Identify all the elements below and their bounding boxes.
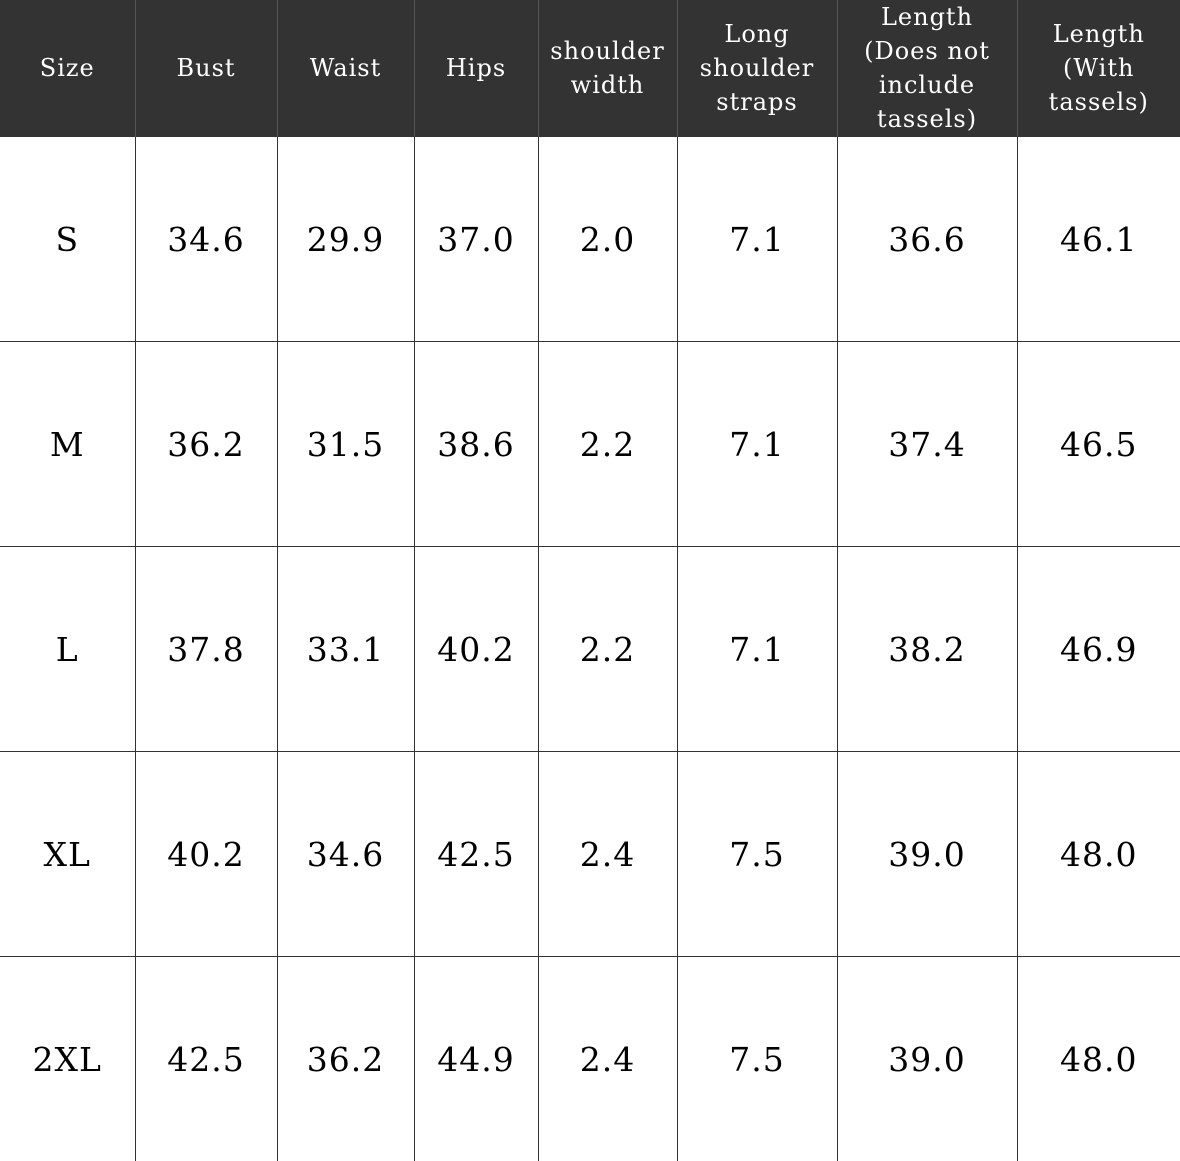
shoulder-straps-cell: 7.1: [677, 137, 837, 342]
shoulder-width-cell: 2.0: [538, 137, 677, 342]
column-header-length-with-tassels: Length (With tassels): [1017, 0, 1180, 137]
bust-cell: 36.2: [135, 342, 277, 547]
shoulder-straps-cell: 7.5: [677, 752, 837, 957]
bust-cell: 40.2: [135, 752, 277, 957]
length-with-tassels-cell: 46.9: [1017, 547, 1180, 752]
shoulder-width-cell: 2.2: [538, 547, 677, 752]
column-header-long-shoulder-straps: Long shoulder straps: [677, 0, 837, 137]
length-without-tassels-cell: 39.0: [837, 752, 1017, 957]
length-with-tassels-cell: 46.1: [1017, 137, 1180, 342]
table-row: 2XL 42.5 36.2 44.9 2.4 7.5 39.0 48.0: [0, 957, 1180, 1161]
size-cell: 2XL: [0, 957, 135, 1161]
table-row: L 37.8 33.1 40.2 2.2 7.1 38.2 46.9: [0, 547, 1180, 752]
size-cell: M: [0, 342, 135, 547]
size-cell: L: [0, 547, 135, 752]
shoulder-straps-cell: 7.1: [677, 547, 837, 752]
shoulder-width-cell: 2.2: [538, 342, 677, 547]
table-row: XL 40.2 34.6 42.5 2.4 7.5 39.0 48.0: [0, 752, 1180, 957]
header-row: Size Bust Waist Hips shoulder width Long…: [0, 0, 1180, 137]
length-without-tassels-cell: 36.6: [837, 137, 1017, 342]
hips-cell: 37.0: [414, 137, 538, 342]
shoulder-width-cell: 2.4: [538, 752, 677, 957]
column-header-bust: Bust: [135, 0, 277, 137]
hips-cell: 42.5: [414, 752, 538, 957]
shoulder-width-cell: 2.4: [538, 957, 677, 1161]
table-row: M 36.2 31.5 38.6 2.2 7.1 37.4 46.5: [0, 342, 1180, 547]
bust-cell: 42.5: [135, 957, 277, 1161]
length-with-tassels-cell: 48.0: [1017, 752, 1180, 957]
column-header-waist: Waist: [277, 0, 414, 137]
column-header-hips: Hips: [414, 0, 538, 137]
waist-cell: 34.6: [277, 752, 414, 957]
length-with-tassels-cell: 46.5: [1017, 342, 1180, 547]
hips-cell: 40.2: [414, 547, 538, 752]
waist-cell: 29.9: [277, 137, 414, 342]
hips-cell: 44.9: [414, 957, 538, 1161]
length-with-tassels-cell: 48.0: [1017, 957, 1180, 1161]
size-cell: S: [0, 137, 135, 342]
length-without-tassels-cell: 39.0: [837, 957, 1017, 1161]
waist-cell: 36.2: [277, 957, 414, 1161]
waist-cell: 33.1: [277, 547, 414, 752]
length-without-tassels-cell: 38.2: [837, 547, 1017, 752]
hips-cell: 38.6: [414, 342, 538, 547]
shoulder-straps-cell: 7.5: [677, 957, 837, 1161]
bust-cell: 37.8: [135, 547, 277, 752]
column-header-size: Size: [0, 0, 135, 137]
size-cell: XL: [0, 752, 135, 957]
column-header-shoulder-width: shoulder width: [538, 0, 677, 137]
table-row: S 34.6 29.9 37.0 2.0 7.1 36.6 46.1: [0, 137, 1180, 342]
shoulder-straps-cell: 7.1: [677, 342, 837, 547]
column-header-length-without-tassels: Length (Does not include tassels): [837, 0, 1017, 137]
length-without-tassels-cell: 37.4: [837, 342, 1017, 547]
bust-cell: 34.6: [135, 137, 277, 342]
waist-cell: 31.5: [277, 342, 414, 547]
